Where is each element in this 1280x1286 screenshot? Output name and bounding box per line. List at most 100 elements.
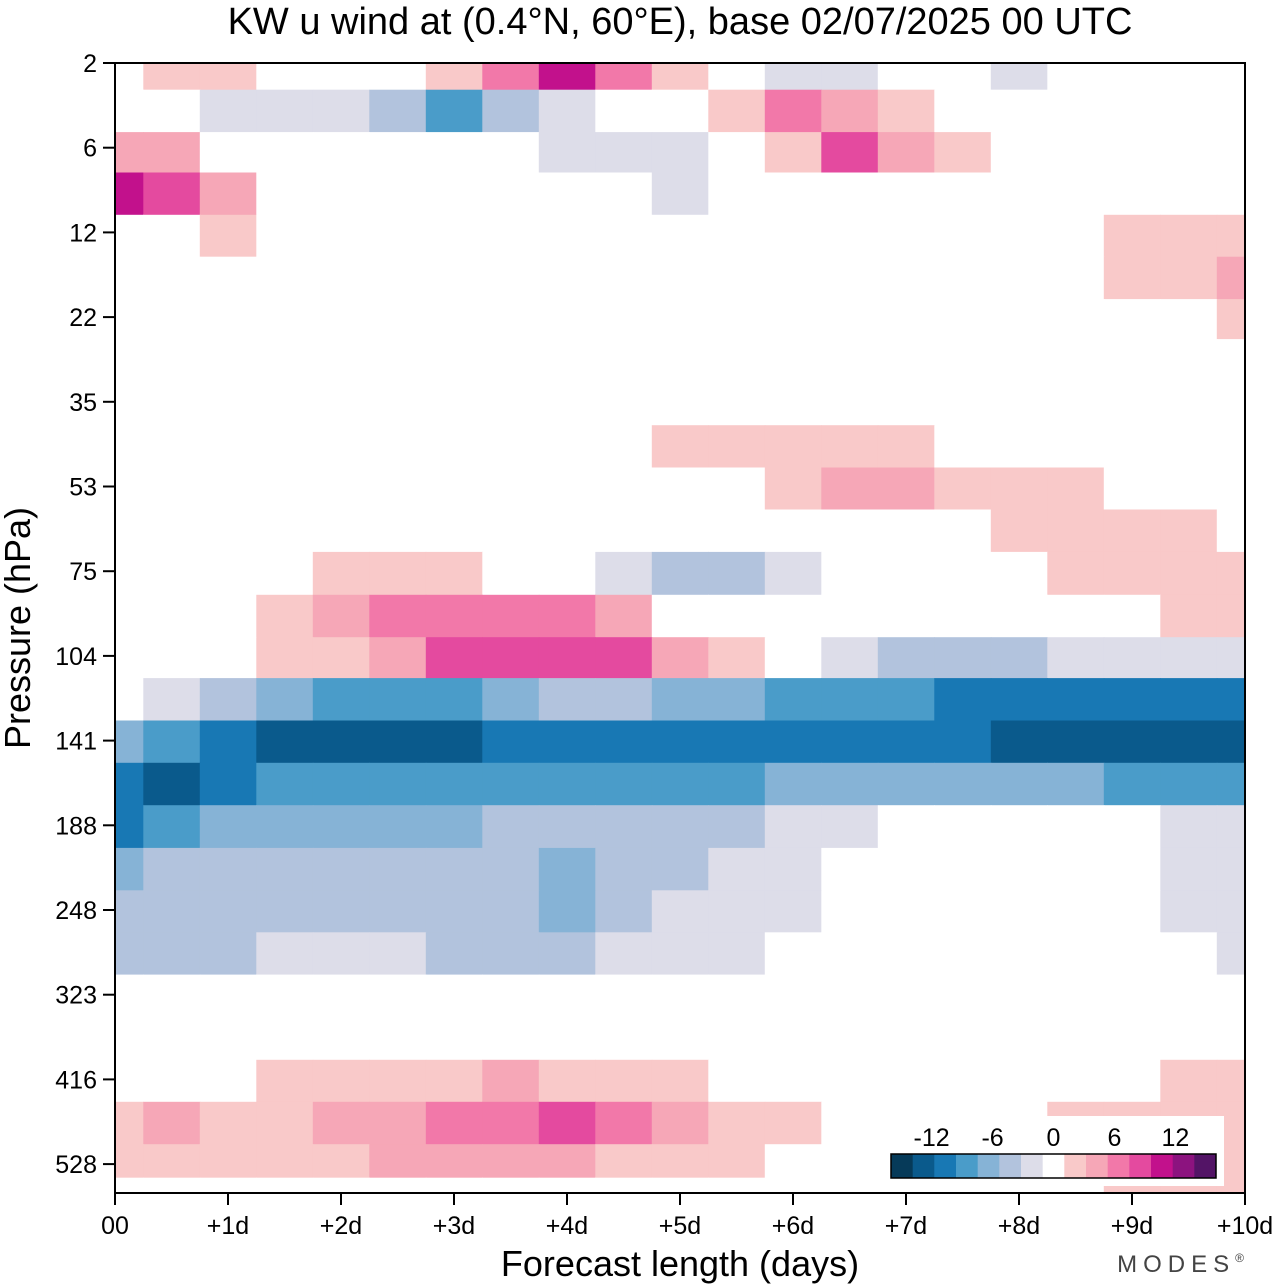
heat-cell bbox=[1216, 132, 1246, 174]
heat-cell bbox=[764, 63, 822, 91]
colorbar: -12 -6 0 6 12 bbox=[883, 1116, 1224, 1186]
colorbar-label: 0 bbox=[1047, 1124, 1061, 1152]
colorbar-swatch bbox=[1107, 1154, 1130, 1178]
heat-cell bbox=[143, 425, 201, 469]
heat-cell bbox=[538, 339, 596, 382]
heat-cell bbox=[764, 299, 822, 340]
heat-cell bbox=[1160, 805, 1218, 849]
heat-cell bbox=[312, 890, 370, 933]
heat-cell bbox=[1216, 1177, 1246, 1194]
heat-cell bbox=[538, 551, 596, 596]
heat-cell bbox=[538, 847, 596, 891]
heat-cell bbox=[425, 720, 483, 764]
heat-cell bbox=[143, 1177, 201, 1194]
colorbar-swatch bbox=[1042, 1154, 1065, 1178]
y-tick-label: 75 bbox=[69, 558, 97, 586]
heat-cell bbox=[1103, 847, 1161, 891]
heat-cell bbox=[1047, 339, 1105, 382]
heat-cell bbox=[877, 381, 935, 426]
heat-cell bbox=[595, 1101, 653, 1145]
heat-cell bbox=[143, 299, 201, 340]
heat-cell bbox=[764, 509, 822, 553]
heat-cell bbox=[821, 1017, 879, 1061]
heat-cell bbox=[482, 172, 540, 216]
heat-cell bbox=[199, 805, 257, 849]
heat-cell bbox=[199, 63, 257, 91]
heat-cell bbox=[256, 467, 314, 511]
heat-cell bbox=[199, 256, 257, 300]
heat-cell bbox=[199, 381, 257, 426]
heat-cell bbox=[482, 339, 540, 382]
heat-cell bbox=[990, 1059, 1048, 1103]
heat-cell bbox=[115, 974, 144, 1018]
heat-cell bbox=[115, 890, 144, 933]
heat-cell bbox=[708, 63, 766, 91]
heat-cell bbox=[595, 89, 653, 133]
heat-cell bbox=[651, 1101, 709, 1145]
heat-cell bbox=[1047, 299, 1105, 340]
heat-cell bbox=[1216, 381, 1246, 426]
heat-cell bbox=[256, 425, 314, 469]
heat-cell bbox=[1160, 381, 1218, 426]
y-tick-label: 323 bbox=[55, 982, 97, 1010]
heat-cell bbox=[651, 974, 709, 1018]
heat-cell bbox=[538, 678, 596, 722]
heat-cell bbox=[538, 132, 596, 174]
heat-cell bbox=[595, 805, 653, 849]
y-tick-label: 12 bbox=[69, 219, 97, 247]
heat-cell bbox=[1216, 1059, 1246, 1103]
heat-cell bbox=[256, 1101, 314, 1145]
heat-cell bbox=[764, 678, 822, 722]
heat-cell bbox=[934, 339, 992, 382]
heat-cell bbox=[708, 339, 766, 382]
heat-cell bbox=[821, 214, 879, 258]
heat-cell bbox=[369, 974, 427, 1018]
heat-cell bbox=[877, 467, 935, 511]
heat-cell bbox=[256, 720, 314, 764]
heat-cell bbox=[990, 678, 1048, 722]
heat-cell bbox=[199, 594, 257, 638]
heat-cell bbox=[256, 339, 314, 382]
heat-cell bbox=[312, 1101, 370, 1145]
heat-cell bbox=[877, 805, 935, 849]
heat-cell bbox=[1160, 932, 1218, 976]
heat-cell bbox=[764, 339, 822, 382]
heat-cell bbox=[425, 1017, 483, 1061]
heat-cell bbox=[425, 1144, 483, 1179]
heat-cell bbox=[538, 932, 596, 976]
heat-cell bbox=[708, 214, 766, 258]
heat-cell bbox=[369, 339, 427, 382]
heat-cell bbox=[595, 467, 653, 511]
heat-cell bbox=[1047, 974, 1105, 1018]
heat-cell bbox=[199, 89, 257, 133]
heat-cell bbox=[115, 551, 144, 596]
heat-cell bbox=[1103, 381, 1161, 426]
colorbar-swatch bbox=[956, 1154, 979, 1178]
heat-cell bbox=[199, 551, 257, 596]
heat-cell bbox=[369, 89, 427, 133]
heat-cell bbox=[1103, 1017, 1161, 1061]
x-tick-label: +10d bbox=[1217, 1212, 1273, 1240]
heat-cell bbox=[482, 974, 540, 1018]
heat-cell bbox=[595, 762, 653, 806]
heat-cell bbox=[256, 974, 314, 1018]
heat-cell bbox=[821, 132, 879, 174]
heat-cell bbox=[821, 932, 879, 976]
heat-cell bbox=[369, 678, 427, 722]
heat-cell bbox=[538, 299, 596, 340]
heat-cell bbox=[708, 89, 766, 133]
heat-cell bbox=[764, 890, 822, 933]
heat-cell bbox=[425, 637, 483, 679]
heat-cell bbox=[990, 172, 1048, 216]
heat-cell bbox=[595, 132, 653, 174]
heat-cell bbox=[482, 89, 540, 133]
colorbar-swatch bbox=[934, 1154, 957, 1178]
heat-cell bbox=[1160, 132, 1218, 174]
heat-cell bbox=[990, 467, 1048, 511]
heat-cell bbox=[990, 89, 1048, 133]
heat-cell bbox=[1216, 509, 1246, 553]
heat-cell bbox=[708, 1017, 766, 1061]
heat-cell bbox=[1103, 63, 1161, 91]
heat-cell bbox=[1103, 172, 1161, 216]
heat-cell bbox=[115, 132, 144, 174]
